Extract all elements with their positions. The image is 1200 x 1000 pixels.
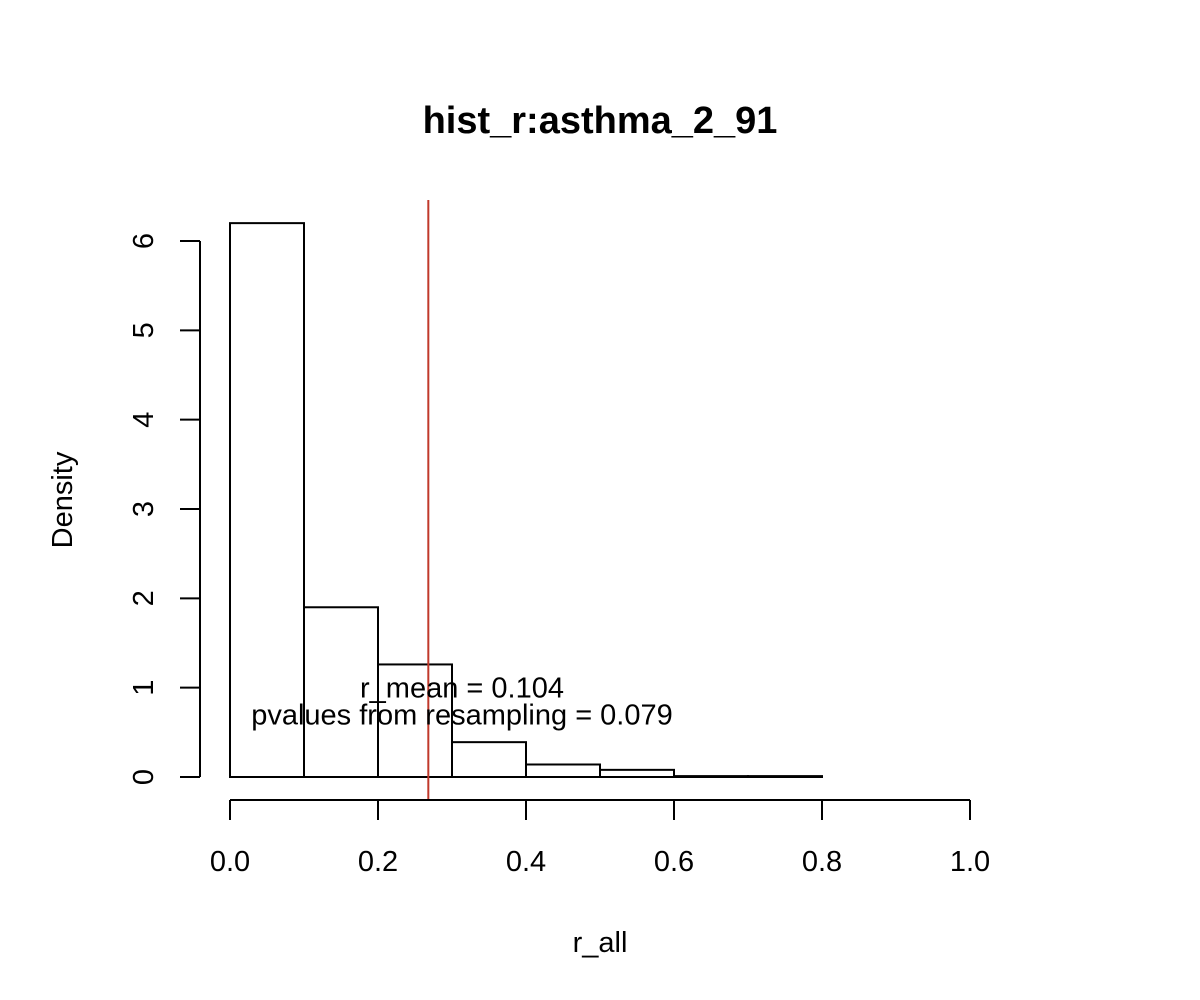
x-tick-label: 0.6: [654, 846, 694, 878]
histogram-bar: [673, 775, 749, 779]
x-tick-label: 0.2: [358, 846, 398, 878]
y-tick-label: 1: [128, 680, 160, 696]
histogram-bar: [229, 222, 305, 778]
x-axis: 0.0 0.2 0.4 0.6 0.8 1.0: [210, 799, 990, 878]
y-tick-label: 3: [128, 501, 160, 517]
y-tick-label: 4: [128, 412, 160, 428]
histogram-bar: [599, 768, 675, 778]
histogram-bars: [229, 222, 823, 779]
histogram-bar: [525, 763, 601, 779]
y-axis-label: Density: [47, 451, 79, 548]
y-tick-label: 5: [128, 322, 160, 338]
histogram-bar: [303, 606, 379, 778]
histogram-bar: [747, 775, 823, 779]
x-tick-label: 0.8: [802, 846, 842, 878]
histogram-bar: [377, 663, 453, 778]
y-tick-label: 6: [128, 233, 160, 249]
annotation-text: pvalues from resampling = 0.079: [251, 699, 673, 731]
annotation-text: r_mean = 0.104: [360, 673, 564, 705]
x-tick-label: 0.4: [506, 846, 546, 878]
y-axis: 0 1 2 3 4 5 6: [128, 233, 201, 785]
x-axis-label: r_all: [573, 927, 628, 959]
x-tick-label: 0.0: [210, 846, 250, 878]
chart-title: hist_r:asthma_2_91: [423, 100, 778, 142]
x-tick-label: 1.0: [950, 846, 990, 878]
y-tick-label: 0: [128, 769, 160, 785]
histogram-bar: [451, 741, 527, 778]
y-tick-label: 2: [128, 590, 160, 606]
